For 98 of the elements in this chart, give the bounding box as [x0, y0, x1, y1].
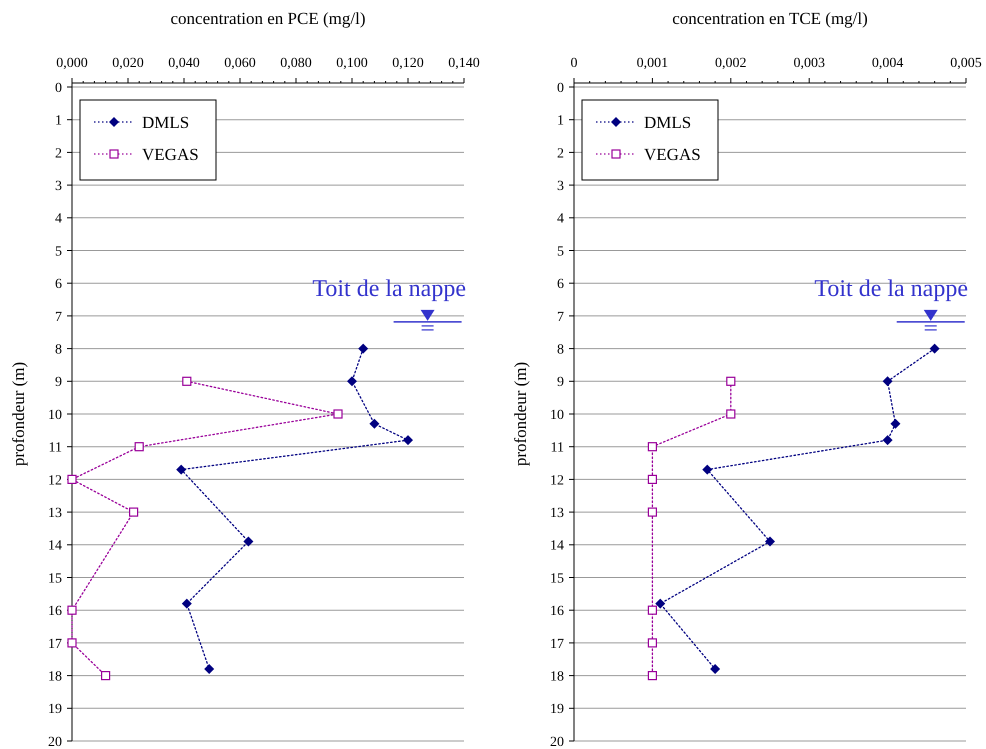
y-tick-label: 6: [557, 277, 564, 292]
point: [648, 508, 657, 517]
y-tick-label: 12: [550, 473, 564, 488]
y-tick-label: 14: [48, 538, 62, 554]
point: [369, 418, 380, 429]
y-tick-label: 12: [48, 473, 62, 488]
point: [726, 409, 736, 419]
point: [67, 606, 77, 615]
point: [648, 606, 657, 615]
y-tick-label: 1: [55, 114, 62, 129]
x-tick-label: 0,060: [224, 56, 256, 71]
legend-label: DMLS: [644, 112, 692, 132]
point: [765, 536, 775, 547]
y-tick-label: 1: [557, 114, 564, 129]
y-tick-label: 16: [550, 604, 564, 620]
annotation: Toit de la nappe: [814, 276, 968, 302]
y-tick-label: 9: [557, 375, 564, 390]
y-tick-label: 2: [557, 146, 564, 162]
point: [182, 598, 192, 609]
y-tick-label: 10: [48, 408, 62, 423]
x-tick-label: 0,080: [280, 56, 312, 71]
y-tick-label: 15: [48, 571, 62, 586]
point: [67, 474, 77, 484]
y-tick-label: 8: [557, 342, 564, 358]
y-tick-label: 0: [557, 80, 564, 96]
y-tick-label: 5: [55, 244, 62, 260]
x-tick-label: 0,003: [793, 56, 825, 71]
y-tick-label: 17: [550, 636, 564, 652]
point: [930, 344, 940, 354]
y-tick-label: 3: [557, 179, 564, 194]
y-tick-label: 13: [48, 506, 62, 521]
y-tick-label: 20: [550, 734, 564, 749]
point: [726, 376, 736, 386]
y-tick-label: 4: [55, 212, 62, 227]
y-tick-label: 3: [55, 179, 62, 194]
x-axis-title: concentration en PCE (mg/l): [170, 9, 366, 28]
point: [882, 376, 893, 386]
x-tick-label: 0: [570, 56, 578, 71]
y-tick-label: 19: [550, 702, 564, 718]
point: [882, 435, 893, 446]
x-tick-label: 0,004: [872, 56, 904, 71]
y-tick-label: 7: [557, 310, 564, 325]
y-tick-label: 4: [557, 212, 564, 227]
y-tick-label: 13: [550, 506, 564, 521]
y-axis-title: profondeur (m): [9, 362, 28, 466]
annotation: Toit de la nappe: [312, 276, 466, 302]
x-tick-label: 0,002: [715, 56, 747, 71]
point: [648, 474, 657, 484]
point: [648, 442, 657, 452]
y-tick-label: 18: [550, 670, 564, 684]
point: [648, 638, 657, 648]
x-tick-label: 0,001: [636, 56, 668, 71]
y-tick-label: 9: [55, 375, 62, 390]
x-tick-label: 0,005: [950, 56, 982, 71]
point: [67, 638, 77, 648]
y-tick-label: 17: [48, 636, 62, 652]
point: [347, 376, 357, 386]
y-tick-label: 20: [48, 734, 62, 749]
point: [890, 418, 900, 429]
y-tick-label: 0: [55, 80, 62, 96]
y-tick-label: 16: [48, 604, 62, 620]
y-tick-label: 7: [55, 310, 62, 325]
point: [648, 671, 657, 680]
x-axis-title: concentration en TCE (mg/l): [672, 9, 868, 28]
y-tick-label: 2: [55, 146, 62, 162]
legend-label: VEGAS: [142, 144, 199, 164]
y-tick-label: 11: [550, 440, 564, 456]
x-tick-label: 0,000: [56, 56, 88, 71]
x-tick-label: 0,020: [112, 56, 144, 71]
point: [710, 664, 720, 674]
point: [101, 671, 110, 680]
point: [243, 536, 254, 547]
y-tick-label: 11: [48, 440, 62, 456]
point: [129, 508, 138, 517]
y-tick-label: 15: [550, 571, 564, 586]
x-tick-label: 0,040: [168, 56, 200, 71]
y-tick-label: 6: [55, 277, 62, 292]
point: [358, 344, 368, 354]
point: [134, 442, 144, 452]
point: [204, 664, 214, 674]
point: [176, 464, 186, 475]
x-tick-label: 0,140: [448, 56, 480, 71]
y-tick-label: 19: [48, 702, 62, 718]
point: [182, 376, 192, 386]
point: [655, 598, 666, 609]
point: [333, 409, 343, 419]
y-axis-title: profondeur (m): [511, 362, 530, 466]
y-tick-label: 8: [55, 342, 62, 358]
y-tick-label: 10: [550, 408, 564, 423]
x-tick-label: 0,100: [336, 56, 368, 71]
y-tick-label: 5: [557, 244, 564, 260]
legend-label: VEGAS: [644, 144, 701, 164]
x-tick-label: 0,120: [392, 56, 424, 71]
point: [702, 464, 712, 475]
y-tick-label: 18: [48, 670, 62, 684]
point: [403, 435, 413, 446]
legend-label: DMLS: [142, 112, 190, 132]
y-tick-label: 14: [550, 538, 564, 554]
